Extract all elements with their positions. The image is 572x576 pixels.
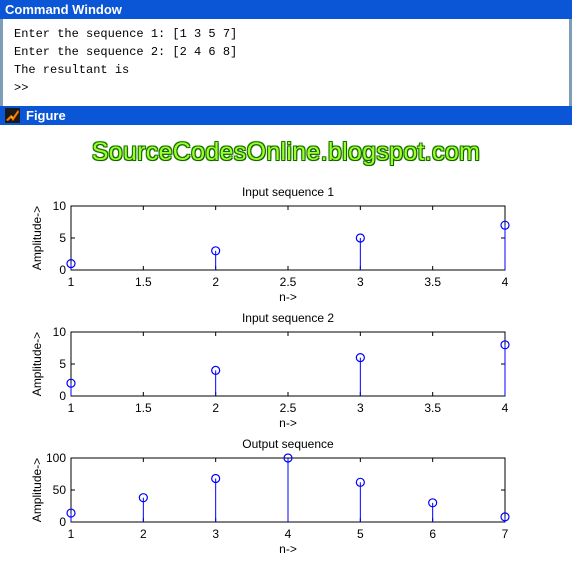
stem-marker — [355, 233, 365, 243]
axes-1: Input sequence 1 1 1.5 2 2.5 3 3.5 4 0 5 10 n-> Ampl… — [30, 185, 510, 304]
y-tick-label: 5 — [59, 231, 66, 245]
x-axis-label: n-> — [279, 416, 297, 430]
stem-marker — [500, 340, 510, 350]
x-tick-label: 3.5 — [424, 275, 441, 289]
x-tick-label: 1 — [68, 275, 75, 289]
stem-marker — [211, 365, 221, 375]
x-tick-label: 3 — [212, 527, 219, 541]
y-tick-label: 10 — [53, 325, 67, 339]
x-tick-label: 4 — [285, 527, 292, 541]
y-tick-label: 10 — [53, 199, 67, 213]
plot-title: Output sequence — [242, 437, 334, 451]
plot-title: Input sequence 1 — [242, 185, 334, 199]
command-line-1: Enter the sequence 1: [1 3 5 7] — [14, 27, 238, 41]
x-tick-label: 3 — [357, 401, 364, 415]
x-tick-label: 2.5 — [280, 401, 297, 415]
stem-marker — [211, 246, 221, 256]
y-tick-label: 0 — [59, 389, 66, 403]
command-prompt[interactable]: >> — [14, 81, 29, 95]
stem-marker — [500, 220, 510, 230]
x-tick-label: 2 — [212, 275, 219, 289]
x-tick-label: 1.5 — [135, 275, 152, 289]
command-window-titlebar[interactable]: Command Window — [0, 0, 572, 19]
y-tick-label: 50 — [53, 483, 67, 497]
matlab-figure-icon — [5, 108, 20, 123]
y-axis-label: Amplitude-> — [30, 206, 44, 270]
y-tick-label: 0 — [59, 515, 66, 529]
y-tick-label: 100 — [46, 451, 66, 465]
plot-title: Input sequence 2 — [242, 311, 334, 325]
stem-marker — [283, 453, 293, 463]
axes-2: Input sequence 2 1 1.5 2 2.5 3 3.5 4 0 5 10 n-> Ampl… — [30, 311, 510, 430]
y-axis-label: Amplitude-> — [30, 458, 44, 522]
x-axis-label: n-> — [279, 542, 297, 556]
command-line-2: Enter the sequence 2: [2 4 6 8] — [14, 45, 238, 59]
stem-marker — [500, 512, 510, 522]
axes-3: Output sequence 1 2 3 4 5 6 7 0 50 100 n-> Amplitude… — [30, 437, 510, 556]
figure-window-titlebar[interactable]: Figure — [0, 106, 572, 125]
x-tick-label: 7 — [502, 527, 509, 541]
x-tick-label: 1 — [68, 401, 75, 415]
figure-window-title: Figure — [26, 108, 66, 123]
x-tick-label: 3 — [357, 275, 364, 289]
stem-marker — [355, 477, 365, 487]
x-tick-label: 2 — [140, 527, 147, 541]
x-tick-label: 1 — [68, 527, 75, 541]
y-axis-label: Amplitude-> — [30, 332, 44, 396]
x-tick-label: 2.5 — [280, 275, 297, 289]
watermark-text: SourceCodesOnline.blogspot.com — [91, 138, 481, 166]
command-window-title: Command Window — [5, 2, 122, 17]
stem-marker — [66, 378, 76, 388]
stem-marker — [428, 498, 438, 508]
x-tick-label: 2 — [212, 401, 219, 415]
stem-marker — [66, 259, 76, 269]
axes-frame — [70, 331, 506, 397]
stem-marker — [211, 473, 221, 484]
x-tick-label: 5 — [357, 527, 364, 541]
x-tick-label: 4 — [502, 401, 509, 415]
x-tick-label: 4 — [502, 275, 509, 289]
figure-canvas — [0, 125, 572, 576]
stem-marker — [355, 353, 365, 363]
x-tick-label: 6 — [429, 527, 436, 541]
x-tick-label: 1.5 — [135, 401, 152, 415]
y-tick-label: 5 — [59, 357, 66, 371]
command-window-output[interactable]: Enter the sequence 1: [1 3 5 7] Enter th… — [0, 19, 572, 106]
x-tick-label: 3.5 — [424, 401, 441, 415]
stem-marker — [138, 493, 148, 503]
stem-marker — [66, 508, 76, 518]
y-tick-label: 0 — [59, 263, 66, 277]
axes-frame — [70, 205, 506, 271]
x-axis-label: n-> — [279, 290, 297, 304]
command-line-3: The resultant is — [14, 63, 130, 77]
